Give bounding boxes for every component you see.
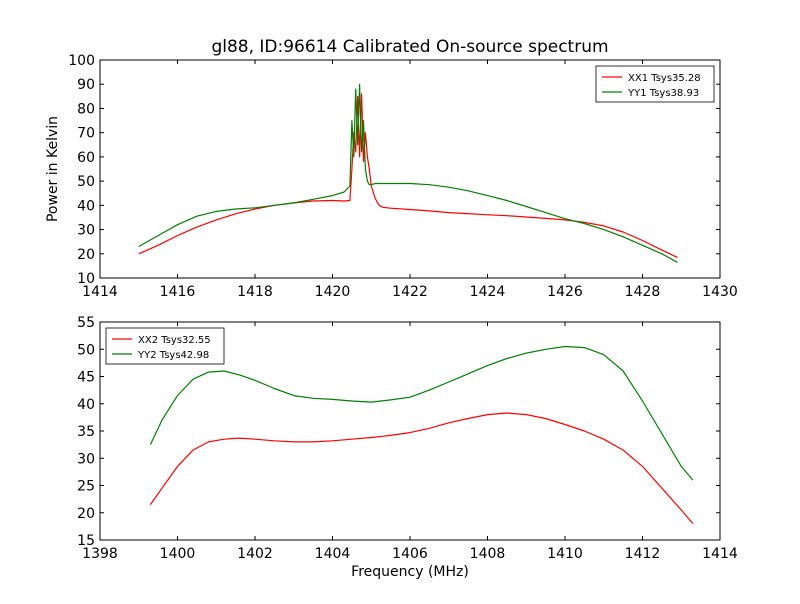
top-plot: 1414 1416 1418 1420 1422 1424 1426 1428 1430 10 20… <box>45 37 738 300</box>
legend-entry-label: YY1 Tsys38.93 <box>627 88 699 99</box>
y-tick-label: 45 <box>77 370 95 386</box>
x-tick-label: 1428 <box>625 284 661 300</box>
x-tick-label: 1404 <box>315 546 351 562</box>
y-tick-label: 15 <box>77 533 95 549</box>
y-tick-label: 30 <box>77 451 95 467</box>
x-tick-label: 1398 <box>82 546 118 562</box>
series-line-2-2 <box>149 345 694 481</box>
x-tick-label: 1408 <box>470 546 506 562</box>
y-tick-label: 40 <box>77 198 95 214</box>
series-line-2-1 <box>149 412 694 524</box>
y-tick-label: 30 <box>77 223 95 239</box>
legend-entry-label: YY2 Tsys42.98 <box>137 350 209 361</box>
x-tick-label: 1414 <box>82 284 118 300</box>
y-tick-label: 100 <box>68 53 95 69</box>
x-tick-label: 1402 <box>237 546 273 562</box>
x-tick-label: 1406 <box>392 546 428 562</box>
legend-box <box>595 65 715 103</box>
x-tick-label: 1412 <box>625 546 661 562</box>
bottom-plot: 1398 1400 1402 1404 1406 1408 1410 1412 1414 15 20… <box>77 315 738 580</box>
y-tick-label: 35 <box>77 424 95 440</box>
y-tick-label: 10 <box>77 271 95 287</box>
x-tick-label: 1426 <box>547 284 583 300</box>
y-tick-label: 90 <box>77 77 95 93</box>
y-tick-label: 40 <box>77 397 95 413</box>
y-tick-label: 80 <box>77 101 95 117</box>
y-tick-label: 20 <box>77 247 95 263</box>
y-tick-label: 50 <box>77 174 95 190</box>
x-tick-label: 1420 <box>315 284 351 300</box>
y-axis-label: Power in Kelvin <box>45 116 61 222</box>
x-tick-label: 1416 <box>160 284 196 300</box>
legend-entry-label: XX1 Tsys35.28 <box>628 73 701 84</box>
y-tick-label: 55 <box>77 315 95 331</box>
x-tick-label: 1430 <box>702 284 738 300</box>
y-tick-label: 60 <box>77 150 95 166</box>
y-tick-label: 20 <box>77 506 95 522</box>
x-tick-label: 1418 <box>237 284 273 300</box>
x-axis-label: Frequency (MHz) <box>351 564 469 580</box>
x-tick-label: 1400 <box>160 546 196 562</box>
legend-entry-label: XX2 Tsys32.55 <box>138 335 211 346</box>
x-tick-label: 1414 <box>702 546 738 562</box>
chart-title: gl88, ID:96614 Calibrated On-source spec… <box>211 37 608 57</box>
x-tick-label: 1410 <box>547 546 583 562</box>
x-tick-label: 1422 <box>392 284 428 300</box>
legend-box <box>105 327 225 365</box>
y-tick-label: 25 <box>77 479 95 495</box>
y-tick-label: 70 <box>77 126 95 142</box>
series-line-1-2 <box>138 83 678 263</box>
y-tick-label: 50 <box>77 342 95 358</box>
x-tick-label: 1424 <box>470 284 506 300</box>
